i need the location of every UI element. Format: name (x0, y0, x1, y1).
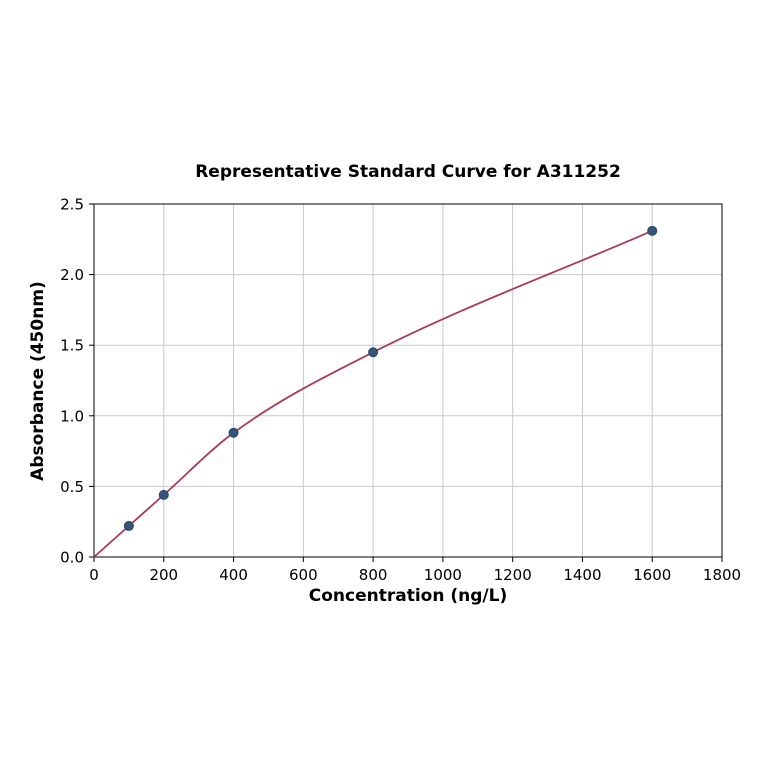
x-tick-label: 1800 (703, 566, 741, 584)
data-point (123, 520, 134, 531)
x-tick-label: 1400 (563, 566, 601, 584)
x-tick-label: 0 (89, 566, 99, 584)
chart-title: Representative Standard Curve for A31125… (195, 162, 621, 182)
y-tick-label: 0.5 (60, 478, 84, 496)
y-tick-label: 1.0 (60, 407, 84, 425)
x-tick-label: 200 (149, 566, 178, 584)
plot-border (93, 203, 723, 558)
y-axis-label: Absorbance (450nm) (28, 281, 48, 481)
x-tick-label: 400 (219, 566, 248, 584)
x-tick-label: 600 (289, 566, 318, 584)
data-point (158, 489, 169, 500)
x-tick-label: 1200 (494, 566, 532, 584)
data-point (647, 225, 658, 236)
y-tick-label: 1.5 (60, 337, 84, 355)
x-axis-label: Concentration (ng/L) (308, 586, 508, 606)
data-point (228, 427, 239, 438)
data-point (368, 347, 379, 358)
y-tick-label: 2.0 (60, 266, 84, 284)
x-tick-label: 1000 (424, 566, 462, 584)
y-tick-label: 2.5 (60, 196, 84, 214)
y-tick-label: 0.0 (60, 549, 84, 567)
x-tick-label: 800 (359, 566, 388, 584)
x-tick-label: 1600 (633, 566, 671, 584)
